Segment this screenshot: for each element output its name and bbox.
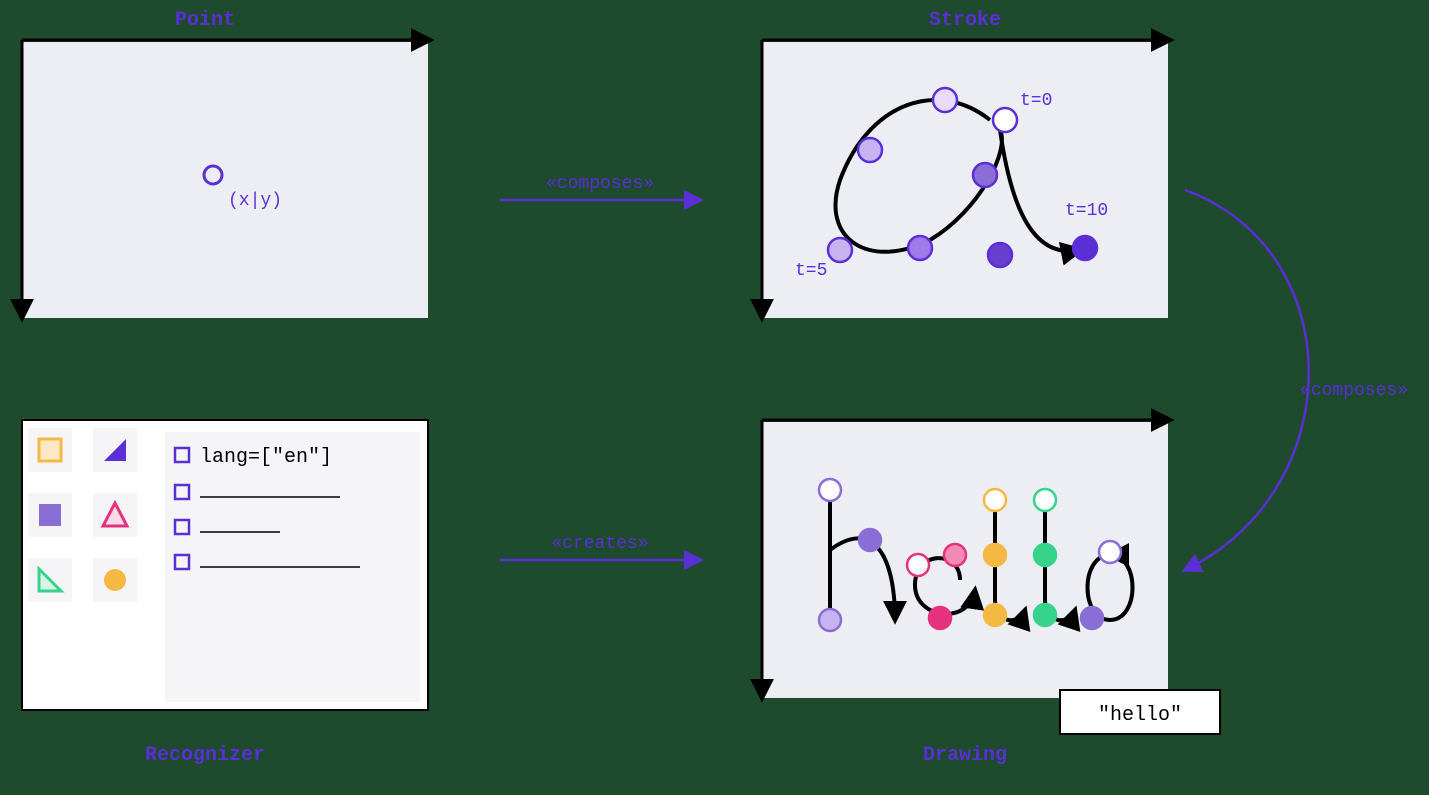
lang-text: lang=["en"]	[200, 446, 332, 469]
hello-point	[984, 604, 1006, 626]
t5-label: t=5	[795, 261, 827, 281]
stroke-point	[993, 108, 1017, 132]
title-drawing: Drawing	[923, 744, 1007, 767]
output-text: "hello"	[1098, 704, 1182, 727]
stroke-panel: t=0 t=5 t=10	[762, 40, 1170, 318]
stroke-point	[933, 88, 957, 112]
hello-point	[1081, 607, 1103, 629]
label-composes-2: «composes»	[1300, 381, 1408, 401]
stroke-point	[858, 138, 882, 162]
t10-label: t=10	[1065, 201, 1108, 221]
stroke-point	[988, 243, 1012, 267]
label-composes-1: «composes»	[546, 174, 654, 194]
point-panel: (x|y)	[22, 40, 430, 318]
stroke-point	[908, 236, 932, 260]
hello-point	[1034, 604, 1056, 626]
stroke-point	[828, 238, 852, 262]
title-point: Point	[175, 9, 235, 32]
hello-point	[1034, 544, 1056, 566]
point-label: (x|y)	[228, 191, 282, 211]
recognizer-panel: lang=["en"]	[22, 420, 428, 710]
hello-point	[859, 529, 881, 551]
hello-point	[944, 544, 966, 566]
stroke-point	[973, 163, 997, 187]
label-creates: «creates»	[551, 534, 648, 554]
hello-point	[929, 607, 951, 629]
hello-point	[907, 554, 929, 576]
hello-point	[1099, 541, 1121, 563]
hello-point	[1034, 489, 1056, 511]
title-recognizer: Recognizer	[145, 744, 265, 767]
hello-point	[819, 609, 841, 631]
drawing-panel: "hello"	[762, 420, 1220, 734]
t0-label: t=0	[1020, 91, 1052, 111]
diagram-canvas: Point Stroke Recognizer Drawing (x|y) t=…	[0, 0, 1429, 795]
hello-point	[984, 544, 1006, 566]
stroke-point	[1073, 236, 1097, 260]
title-stroke: Stroke	[929, 9, 1001, 32]
hello-point	[819, 479, 841, 501]
hello-point	[984, 489, 1006, 511]
